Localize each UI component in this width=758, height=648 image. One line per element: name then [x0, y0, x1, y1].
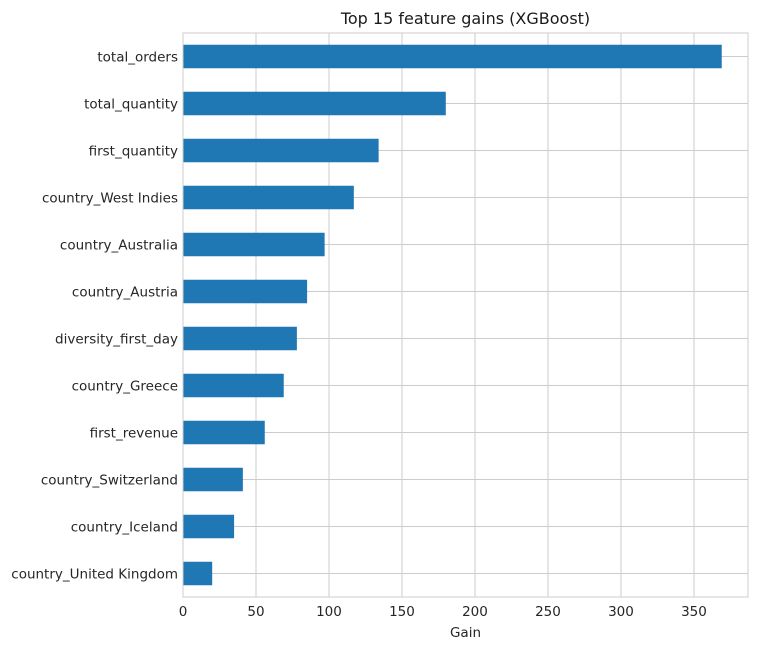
bar [183, 467, 243, 492]
y-tick-label: first_revenue [90, 426, 178, 442]
bar [183, 185, 354, 210]
bar [183, 420, 265, 445]
x-gridlines [182, 33, 695, 597]
x-axis-label: Gain [450, 625, 481, 641]
y-tick-label: country_Switzerland [41, 473, 178, 489]
plot-background [183, 33, 748, 597]
y-tick-label: country_Iceland [71, 520, 178, 536]
x-tick-label: 350 [681, 604, 707, 620]
bar [183, 326, 297, 351]
bar [183, 138, 379, 163]
bar [183, 279, 308, 304]
bar [183, 514, 235, 539]
x-tick-label: 200 [462, 604, 488, 620]
y-tick-label: total_quantity [84, 97, 178, 113]
y-tick-label: country_United Kingdom [11, 567, 178, 583]
y-tick-label: first_quantity [89, 144, 178, 160]
y-tick-label: country_Greece [72, 379, 178, 395]
x-tick-label: 100 [316, 604, 342, 620]
x-tick-label: 300 [608, 604, 634, 620]
x-tick-label: 150 [389, 604, 415, 620]
y-tick-label: country_Australia [60, 238, 178, 254]
y-tick-label: diversity_first_day [55, 332, 178, 348]
y-tick-label: total_orders [97, 50, 178, 66]
x-tick-labels: 0 50 100 150 200 250 300 350 [179, 604, 707, 620]
y-tick-labels: total_orders total_quantity first_quantity… [11, 50, 178, 583]
y-tick-label: country_Austria [72, 285, 178, 301]
chart-title: Top 15 feature gains (XGBoost) [340, 9, 590, 28]
bar [183, 373, 284, 398]
bars [183, 44, 722, 586]
x-tick-label: 0 [179, 604, 188, 620]
bar [183, 561, 213, 586]
bar [183, 91, 446, 116]
x-tick-label: 50 [247, 604, 264, 620]
plot-frame [182, 32, 749, 598]
y-tick-label: country_West Indies [42, 191, 178, 207]
bar [183, 232, 325, 257]
bar [183, 44, 722, 69]
x-tick-label: 250 [535, 604, 561, 620]
